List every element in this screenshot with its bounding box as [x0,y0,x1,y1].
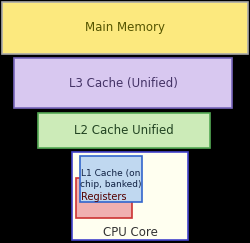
Bar [80,156,142,202]
Bar [2,2,248,54]
Text: Registers: Registers [81,192,127,202]
Bar [76,178,132,218]
Text: L1 Cache (on
chip, banked): L1 Cache (on chip, banked) [80,169,142,189]
Text: CPU Core: CPU Core [102,226,158,238]
Text: L2 Cache Unified: L2 Cache Unified [74,123,174,137]
Bar [14,58,232,108]
Bar [72,152,188,240]
Text: L3 Cache (Unified): L3 Cache (Unified) [68,77,178,89]
Text: Main Memory: Main Memory [85,21,165,35]
Bar [38,113,210,148]
